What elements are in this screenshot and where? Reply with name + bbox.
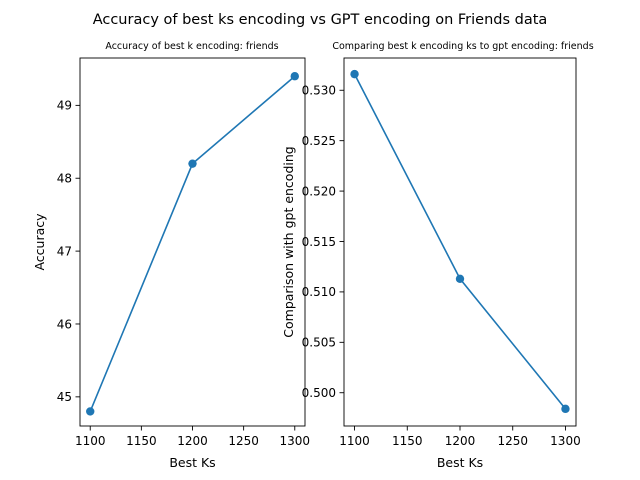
right-subplot: Comparing best k encoding ks to gpt enco…	[281, 41, 594, 470]
x-tick-label: 1250	[228, 434, 259, 448]
y-axis-label: Accuracy	[32, 213, 47, 271]
x-tick-label: 1300	[550, 434, 581, 448]
subplot-title: Comparing best k encoding ks to gpt enco…	[332, 41, 593, 52]
x-tick-label: 1150	[392, 434, 423, 448]
y-tick-label: 0.515	[302, 235, 336, 249]
y-tick-label: 45	[57, 390, 72, 404]
x-tick-label: 1100	[75, 434, 106, 448]
data-point-marker	[290, 72, 299, 81]
data-point-marker	[561, 404, 570, 414]
y-tick-label: 0.505	[302, 336, 336, 350]
data-point-marker	[188, 159, 197, 168]
y-tick-label: 49	[57, 99, 72, 113]
y-tick-label: 0.525	[302, 134, 336, 148]
x-tick-label: 1100	[339, 434, 370, 448]
y-tick-label: 47	[57, 244, 72, 258]
y-tick-label: 0.500	[302, 386, 336, 400]
data-point-marker	[350, 69, 359, 79]
x-tick-label: 1150	[126, 434, 157, 448]
figure-suptitle: Accuracy of best ks encoding vs GPT enco…	[93, 12, 548, 28]
subplot-title: Accuracy of best k encoding: friends	[105, 41, 278, 52]
y-tick-label: 48	[57, 172, 72, 186]
x-tick-label: 1250	[497, 434, 528, 448]
x-axis-label: Best Ks	[169, 455, 215, 470]
y-tick-label: 0.530	[302, 84, 336, 98]
x-tick-label: 1200	[445, 434, 476, 448]
data-point-marker	[455, 274, 465, 283]
axes-frame	[79, 57, 306, 427]
data-point-marker	[86, 407, 95, 416]
x-axis-label: Best Ks	[437, 455, 483, 470]
y-axis-label: Comparison with gpt encoding	[281, 146, 296, 337]
axes-frame	[343, 57, 577, 427]
y-tick-label: 0.520	[302, 184, 336, 198]
left-subplot: Accuracy of best k encoding: friends 1100…	[32, 41, 310, 470]
x-tick-label: 1200	[177, 434, 208, 448]
y-tick-label: 0.510	[302, 285, 336, 299]
y-tick-label: 46	[57, 317, 72, 331]
x-tick-label: 1300	[279, 434, 310, 448]
